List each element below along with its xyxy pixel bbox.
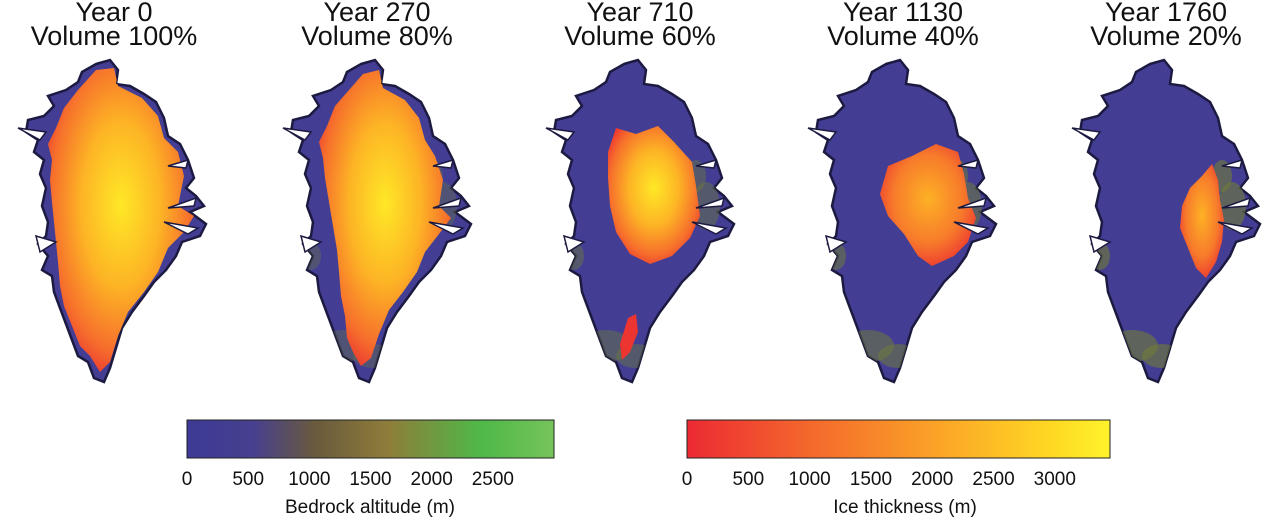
greenland-map: [807, 58, 998, 384]
fjord: [695, 158, 718, 169]
greenland-map: [545, 58, 736, 384]
colorbar-tick-label: 500: [732, 469, 764, 490]
fjord: [562, 234, 586, 254]
greenland-map: [17, 58, 208, 384]
colorbar-tick-label: 0: [682, 469, 693, 490]
fjord: [428, 221, 466, 235]
panel-year-title: Year 710: [586, 0, 693, 27]
ice-sheet: [608, 126, 700, 264]
greenland-map: [282, 58, 473, 384]
panel-year-title: Year 270: [323, 0, 430, 27]
fjord: [163, 221, 201, 235]
fjord: [17, 127, 48, 141]
fjord: [282, 127, 313, 141]
fjord: [824, 234, 848, 254]
fjord: [1221, 196, 1252, 209]
fjord: [1088, 234, 1112, 254]
colorbar-tick-label: 2500: [972, 469, 1014, 490]
fjord: [34, 234, 58, 254]
ice-sheet: [1180, 164, 1224, 278]
fjord: [299, 234, 323, 254]
panel-volume-title: Volume 20%: [1090, 21, 1242, 51]
bedrock-colorbar: 0 500 1000 1500 2000 2500 Bedrock altitude (m…: [182, 419, 555, 518]
colorbar-tick-label: 2000: [411, 469, 453, 490]
ice-sheet: [48, 68, 194, 372]
fjord: [807, 127, 838, 141]
panel-volume-title: Volume 40%: [827, 21, 979, 51]
colorbar-tick-label: 0: [182, 469, 193, 490]
panel-year-title: Year 1760: [1105, 0, 1227, 27]
fjord: [167, 196, 198, 209]
fjord: [432, 196, 463, 209]
ice-colorbar-ticks: 0 500 1000 1500 2000 2500 3000: [682, 469, 1076, 490]
fjord: [953, 221, 991, 235]
fjord: [432, 158, 455, 169]
bedrock-colorbar-ticks: 0 500 1000 1500 2000 2500: [182, 469, 514, 490]
ice-sheet: [880, 144, 976, 266]
colorbar-tick-label: 3000: [1034, 469, 1076, 490]
fjord: [957, 196, 988, 209]
fjord: [545, 127, 576, 141]
exposed-bedrock-patch: [1142, 344, 1182, 368]
panel-year-title: Year 0: [75, 0, 152, 27]
panel-volume-title: Volume 60%: [564, 21, 716, 51]
panel-volume-title: Volume 80%: [301, 21, 453, 51]
colorbar-tick-label: 2000: [911, 469, 953, 490]
ice-colorbar: 0 500 1000 1500 2000 2500 3000 Ice thickness (…: [682, 419, 1111, 518]
colorbar-tick-label: 2500: [472, 469, 514, 490]
fjord: [167, 158, 190, 169]
ice-sheet: [319, 70, 451, 366]
exposed-bedrock-patch: [878, 344, 918, 368]
fjord: [957, 158, 980, 169]
colorbar-tick-label: 1000: [288, 469, 330, 490]
fjord: [1071, 127, 1102, 141]
fjord: [695, 196, 726, 209]
ice-colorbar-gradient: [686, 419, 1111, 459]
bedrock-colorbar-gradient: [186, 419, 555, 459]
fjord: [1217, 221, 1255, 235]
bedrock-colorbar-label: Bedrock altitude (m): [285, 497, 455, 518]
panel-year-title: Year 1130: [843, 0, 963, 27]
panel-volume-title: Volume 100%: [31, 21, 198, 51]
colorbar-tick-label: 1500: [349, 469, 391, 490]
colorbar-tick-label: 1500: [850, 469, 892, 490]
ice-colorbar-label: Ice thickness (m): [833, 497, 977, 518]
fjord: [691, 221, 729, 235]
ice-remnant: [620, 314, 638, 360]
colorbar-tick-label: 1000: [788, 469, 830, 490]
colorbar-tick-label: 500: [232, 469, 264, 490]
greenland-map: [1071, 58, 1262, 384]
fjord: [1221, 158, 1244, 169]
